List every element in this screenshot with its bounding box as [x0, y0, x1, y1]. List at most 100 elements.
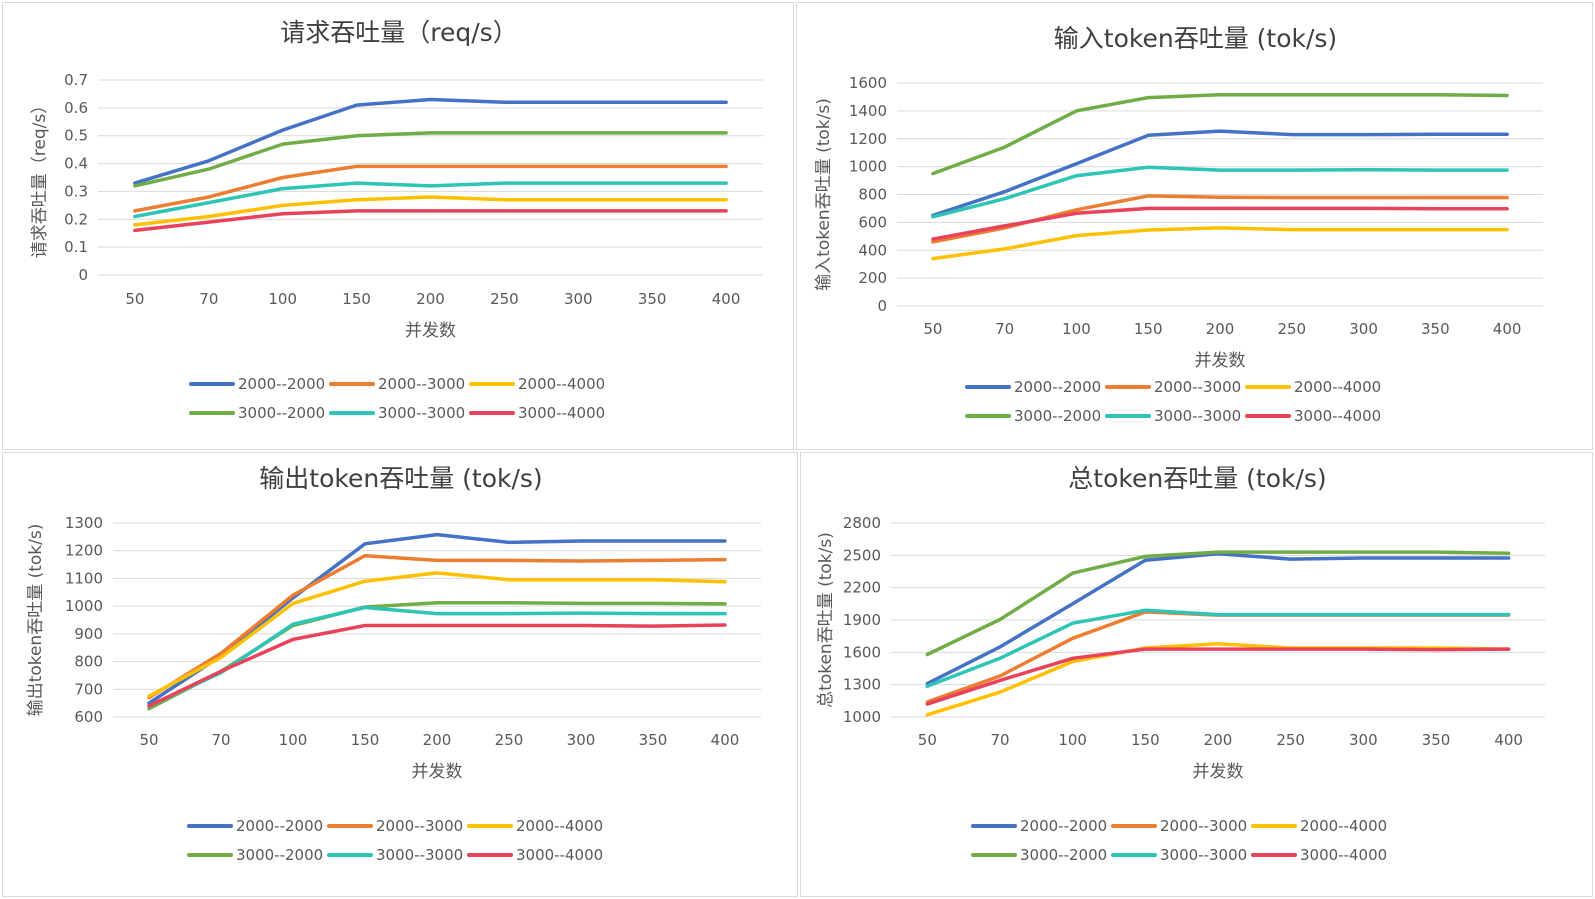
x-tick-label: 50 [139, 731, 158, 749]
y-tick-label: 800 [74, 653, 103, 671]
legend-label: 3000--2000 [236, 846, 323, 864]
x-tick-label: 300 [1349, 320, 1378, 338]
x-tick-label: 350 [1422, 731, 1451, 749]
legend-item: 2000--4000 [1245, 378, 1381, 396]
chart-panel-request-throughput: 请求吞吐量（req/s） 0 0.1 0.2 0.3 0.4 0.5 0.6 0.7 50 70 10… [2, 2, 794, 450]
y-tick-label: 1000 [843, 708, 881, 726]
legend-label: 2000--2000 [236, 817, 323, 835]
y-tick-label: 600 [74, 708, 103, 726]
chart-title: 总token吞吐量 (tok/s) [1068, 464, 1326, 493]
chart-title: 输出token吞吐量 (tok/s) [259, 464, 542, 493]
y-tick-label: 2500 [843, 546, 881, 564]
y-tick-label: 0.1 [64, 238, 88, 256]
legend-label: 3000--3000 [376, 846, 463, 864]
y-tick-label: 1200 [849, 130, 887, 148]
x-tick-label: 100 [268, 290, 297, 308]
series-line [147, 605, 727, 708]
legend-label: 3000--4000 [516, 846, 603, 864]
series-line [931, 194, 1509, 244]
y-tick-label: 700 [74, 680, 103, 698]
series-line [925, 610, 1511, 704]
series-line [925, 551, 1511, 686]
legend-item: 3000--4000 [469, 404, 605, 422]
legend-item: 3000--3000 [1111, 846, 1247, 864]
legend-item: 3000--2000 [971, 846, 1107, 864]
x-axis-title: 并发数 [405, 321, 456, 341]
legend-item: 3000--4000 [1245, 407, 1381, 425]
x-tick-label: 50 [923, 320, 942, 338]
y-tick-label: 600 [858, 213, 887, 231]
x-tick-label: 100 [279, 731, 308, 749]
series-line [931, 206, 1509, 241]
x-tick-label: 250 [1277, 320, 1306, 338]
legend-label: 2000--3000 [1160, 817, 1247, 835]
legend-label: 2000--3000 [1154, 378, 1241, 396]
series-line [133, 131, 728, 188]
legend-item: 2000--4000 [467, 817, 603, 835]
legend-label: 3000--2000 [238, 404, 325, 422]
legend-item: 3000--4000 [1251, 846, 1387, 864]
x-tick-label: 70 [199, 290, 218, 308]
chart-svg: 总token吞吐量 (tok/s) 1000 1300 1600 1900 2200 250… [816, 464, 1545, 864]
y-tick-label: 0.7 [64, 71, 88, 89]
series-line [133, 209, 728, 233]
legend-item: 3000--2000 [189, 404, 325, 422]
y-tick-label: 200 [858, 269, 887, 287]
legend-item: 2000--2000 [189, 375, 325, 393]
y-tick-label: 1900 [843, 611, 881, 629]
chart-svg: 输入token吞吐量 (tok/s) 0 200 400 600 800 1000 1200 1… [814, 24, 1543, 425]
y-tick-label: 0.4 [64, 155, 88, 173]
legend-item: 3000--3000 [1105, 407, 1241, 425]
y-axis-title: 输入token吞吐量 (tok/s) [814, 98, 834, 291]
x-tick-label: 300 [564, 290, 593, 308]
y-tick-label: 1200 [65, 542, 103, 560]
x-tick-label: 200 [1206, 320, 1235, 338]
y-tick-label: 800 [858, 186, 887, 204]
legend-label: 3000--4000 [1300, 846, 1387, 864]
series-line [931, 129, 1509, 218]
legend-item: 2000--2000 [965, 378, 1101, 396]
x-tick-label: 400 [712, 290, 741, 308]
x-tick-label: 70 [990, 731, 1009, 749]
legend-label: 2000--4000 [1300, 817, 1387, 835]
x-tick-label: 100 [1058, 731, 1087, 749]
series-line [931, 93, 1509, 176]
y-tick-label: 1600 [849, 74, 887, 92]
chart-svg: 请求吞吐量（req/s） 0 0.1 0.2 0.3 0.4 0.5 0.6 0.7 50 70 10… [30, 18, 763, 422]
series-line [147, 571, 727, 698]
y-tick-label: 0 [78, 266, 88, 284]
series-line [147, 532, 727, 705]
x-tick-label: 150 [1131, 731, 1160, 749]
series-line [147, 623, 727, 708]
x-tick-label: 200 [416, 290, 445, 308]
x-tick-label: 400 [1494, 731, 1523, 749]
series-line [931, 165, 1509, 219]
y-tick-label: 1000 [65, 597, 103, 615]
legend-label: 2000--4000 [1294, 378, 1381, 396]
y-tick-label: 0.2 [64, 210, 88, 228]
y-tick-label: 2800 [843, 514, 881, 532]
y-axis-title: 请求吞吐量（req/s） [30, 97, 50, 258]
x-tick-label: 200 [1204, 731, 1233, 749]
legend-label: 3000--3000 [1160, 846, 1247, 864]
x-tick-label: 250 [495, 731, 524, 749]
legend-label: 2000--2000 [1014, 378, 1101, 396]
legend-item: 3000--3000 [327, 846, 463, 864]
legend-item: 2000--3000 [329, 375, 465, 393]
legend-label: 2000--2000 [1020, 817, 1107, 835]
series-line [925, 647, 1511, 706]
chart-panel-total-token-throughput: 总token吞吐量 (tok/s) 1000 1300 1600 1900 2200 250… [800, 452, 1593, 897]
legend-label: 2000--3000 [378, 375, 465, 393]
x-tick-label: 300 [1349, 731, 1378, 749]
legend-label: 3000--2000 [1014, 407, 1101, 425]
legend-label: 2000--3000 [376, 817, 463, 835]
x-tick-label: 100 [1062, 320, 1091, 338]
series-line [925, 608, 1511, 689]
legend-item: 3000--2000 [187, 846, 323, 864]
x-axis-title: 并发数 [1193, 762, 1244, 782]
y-tick-label: 0.5 [64, 127, 88, 145]
y-tick-label: 1400 [849, 102, 887, 120]
legend-item: 2000--2000 [187, 817, 323, 835]
series-line [147, 553, 727, 700]
y-tick-label: 1600 [843, 643, 881, 661]
